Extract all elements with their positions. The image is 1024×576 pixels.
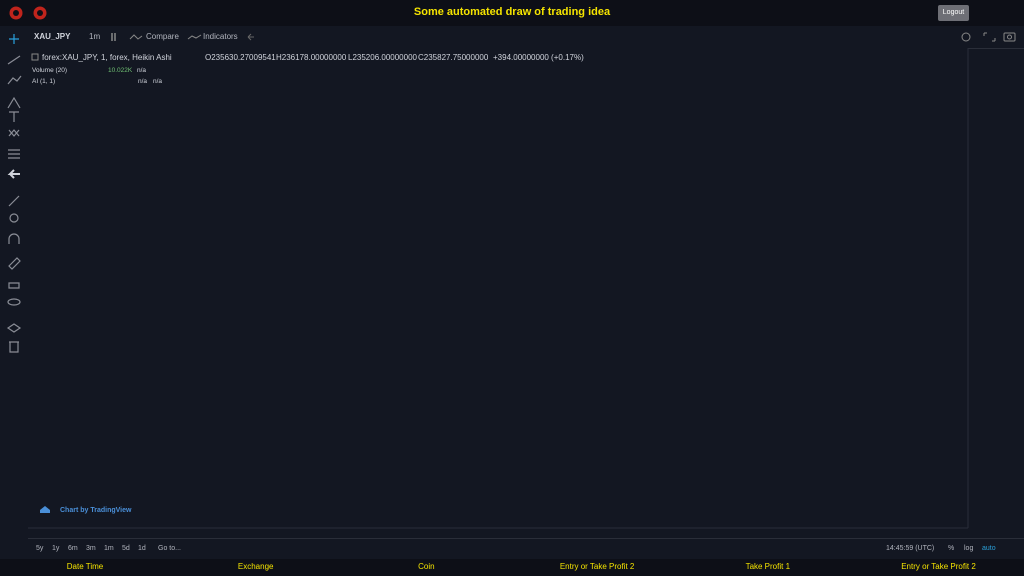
footer-label: Take Profit 1 [745,562,791,571]
legend: forex:XAU_JPY, 1, forex, Heikin Ashi O23… [31,53,584,85]
range-button[interactable]: 5y [36,545,44,552]
range-button[interactable]: 1d [138,545,146,552]
legend-close: C235827.75000000 [418,53,489,62]
symbol-button[interactable]: XAU_JPY [34,32,71,41]
footer-label: Entry or Take Profit 2 [901,562,976,571]
footer-label: Date Time [66,562,104,571]
watermark-logo [40,506,50,513]
left-toolbar[interactable] [0,26,28,536]
legend-high: H236178.00000000 [276,53,347,62]
volume-na: n/a [137,67,146,74]
legend-low: L235206.00000000 [348,53,418,62]
range-button[interactable]: 5d [122,545,130,552]
ai-na: n/a [153,78,162,85]
ai-na: n/a [138,78,147,85]
indicators-button[interactable]: Indicators [203,32,238,41]
footer-label: Exchange [237,562,274,571]
logout-button[interactable]: Logout [938,5,969,21]
logo [9,6,47,20]
footer: Date Time Exchange Coin Entry or Take Profi… [0,559,1024,576]
range-button[interactable]: 1y [52,545,60,552]
log-toggle[interactable]: log [964,545,974,552]
footer-label: Coin [418,562,435,571]
watermark: Chart by TradingView [60,507,132,514]
top-right-icons[interactable] [958,29,1020,45]
header: Some automated draw of trading idea Logo… [0,0,1024,26]
legend-open: O235630.27009541 [205,53,276,62]
percent-toggle[interactable]: % [948,545,955,552]
clock: 14:45:59 (UTC) [886,545,935,552]
auto-toggle[interactable]: auto [982,545,996,552]
top-toolbar: XAU_JPY 1m Compare Indicators [0,26,1024,49]
range-button[interactable]: 3m [86,545,96,552]
page-title: Some automated draw of trading idea [413,6,611,18]
range-button[interactable]: 6m [68,545,78,552]
range-button[interactable]: Go to... [158,545,181,552]
bottom-bar: 5y 1y 6m 3m 1m 5d 1d Go to... 14:45:59 (UTC)% log… [28,538,1024,559]
volume-name: Volume (20) [32,67,67,74]
ai-name: AI (1, 1) [32,78,55,85]
legend-change: +394.00000000 (+0.17%) [493,53,584,62]
toolbar-icons [111,33,254,41]
compare-button[interactable]: Compare [146,32,179,41]
legend-series: forex:XAU_JPY, 1, forex, Heikin Ashi [42,53,172,62]
range-button[interactable]: 1m [104,545,114,552]
interval-button[interactable]: 1m [89,32,101,41]
volume-value: 10.022K [108,67,133,74]
price-chart: forex:XAU_JPY, 1, forex, Heikin Ashi O23… [28,48,969,529]
footer-label: Entry or Take Profit 2 [559,562,635,571]
